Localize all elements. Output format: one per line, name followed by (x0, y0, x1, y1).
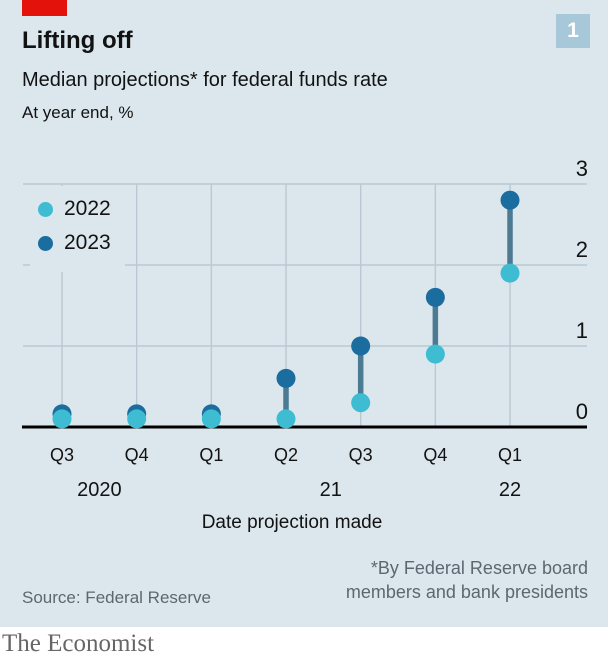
x-tick-label: Q3 (349, 445, 373, 465)
legend-item-2022: 2022 (38, 194, 111, 224)
x-tick-label: Q1 (199, 445, 223, 465)
chart-unit-note: At year end, % (22, 103, 134, 122)
x-axis-title: Date projection made (201, 512, 383, 533)
economist-brand: The Economist (2, 630, 155, 657)
x-tick-label: Q1 (498, 445, 522, 465)
footnote: *By Federal Reserve board members and ba… (346, 556, 588, 604)
point-2022 (201, 409, 221, 429)
point-2022 (425, 344, 445, 364)
figure-number: 1 (567, 19, 579, 42)
legend-item-2023: 2023 (38, 228, 111, 258)
y-tick-label: 3 (576, 156, 588, 181)
legend-dot-2022 (38, 201, 53, 217)
year-label: 2020 (77, 479, 122, 501)
point-2022 (52, 409, 72, 429)
year-label: 22 (499, 479, 521, 501)
figure-number-badge: 1 (556, 14, 590, 48)
footnote-line-1: *By Federal Reserve board (370, 558, 588, 578)
point-2022 (276, 409, 296, 429)
chart-title: Lifting off (22, 27, 133, 54)
source-note: Source: Federal Reserve (22, 588, 211, 607)
point-2022 (500, 263, 520, 283)
x-tick-label: Q4 (423, 445, 447, 465)
legend-label-2023: 2023 (64, 231, 111, 254)
point-2022 (127, 409, 147, 429)
footnote-line-2: members and bank presidents (345, 582, 588, 602)
economist-red-tab (22, 0, 67, 16)
chart-subtitle: Median projections* for federal funds ra… (22, 69, 388, 91)
point-2023 (500, 190, 520, 210)
point-2023 (276, 368, 296, 388)
chart-legend: 2022 2023 (30, 186, 125, 272)
chart-panel-background (0, 0, 608, 627)
y-tick-label: 2 (576, 237, 588, 262)
year-label: 21 (320, 479, 342, 501)
legend-label-2022: 2022 (64, 197, 111, 220)
x-tick-label: Q4 (125, 445, 149, 465)
legend-dot-2023 (38, 235, 53, 251)
point-2023 (425, 287, 445, 307)
point-2023 (351, 336, 371, 356)
y-tick-label: 0 (576, 399, 588, 424)
point-2022 (351, 393, 371, 413)
x-tick-label: Q2 (274, 445, 298, 465)
x-tick-label: Q3 (50, 445, 74, 465)
y-tick-label: 1 (576, 318, 588, 343)
